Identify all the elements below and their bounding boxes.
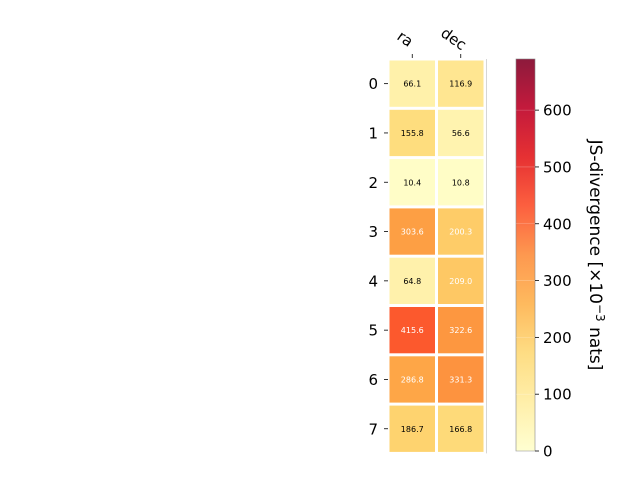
cell-value-label: 415.6 [401, 326, 424, 335]
colorbar-ticks: 0 100 200 300 400 500 600 [516, 102, 572, 461]
cell-value-label: 10.8 [452, 178, 470, 187]
heatmap-cell [438, 307, 484, 354]
cell-value-label: 331.3 [449, 375, 472, 384]
cell-value-label: 200.3 [449, 228, 472, 237]
cell-value-label: 56.6 [452, 129, 470, 138]
colorbar-tick-label: 500 [543, 158, 572, 176]
heatmap-cell [389, 405, 435, 452]
row-label: 6 [368, 371, 378, 389]
cell-value-label: 64.8 [403, 277, 421, 286]
colorbar-bar [515, 58, 536, 452]
colorbar: 0 100 200 300 400 500 600 JS-divergence [×10−3… [515, 58, 607, 461]
heatmap-cell [438, 356, 484, 403]
colorbar-tick-label: 0 [543, 443, 553, 461]
heatmap-cell [389, 257, 435, 304]
colorbar-tick-label: 200 [543, 329, 572, 347]
cell-value-label: 322.6 [449, 326, 472, 335]
colorbar-tick-label: 600 [543, 102, 572, 120]
row-label: 2 [368, 174, 378, 192]
heatmap-cell [389, 60, 435, 107]
heatmap-cell [389, 208, 435, 255]
cell-value-label: 166.8 [449, 425, 472, 434]
colorbar-label: JS-divergence [×10−3 nats] [585, 139, 607, 371]
heatmap-cell [438, 208, 484, 255]
heatmap-grid: ra dec 0 1 2 3 4 5 6 7 66.1 116.9 155.8 56.6 10.4 10.8 3… [368, 24, 487, 454]
row-label: 0 [368, 75, 378, 93]
cell-value-label: 10.4 [403, 178, 421, 187]
heatmap-cell [389, 356, 435, 403]
colorbar-tick-label: 100 [543, 386, 572, 404]
cell-value-label: 116.9 [449, 80, 472, 89]
colorbar-tick-label: 300 [543, 272, 572, 290]
row-label: 5 [368, 322, 378, 340]
heatmap-cell [438, 405, 484, 452]
cell-value-label: 303.6 [401, 228, 424, 237]
cell-value-label: 66.1 [403, 80, 421, 89]
row-label: 3 [368, 223, 378, 241]
heatmap-cell [389, 109, 435, 157]
row-label: 1 [368, 124, 378, 142]
cell-value-label: 155.8 [401, 129, 424, 138]
column-label: ra [394, 27, 417, 51]
row-label: 7 [368, 420, 378, 438]
cell-value-label: 186.7 [401, 425, 424, 434]
heatmap-cell [438, 257, 484, 304]
heatmap-cell [389, 307, 435, 354]
colorbar-tick-label: 400 [543, 215, 572, 233]
column-label: dec [437, 24, 469, 54]
cell-value-label: 286.8 [401, 375, 424, 384]
heatmap-cell [438, 60, 484, 107]
row-label: 4 [368, 272, 378, 290]
heatmap-cell [438, 159, 484, 206]
cell-value-label: 209.0 [449, 277, 472, 286]
heatmap-cell [438, 109, 484, 157]
heatmap-cell [389, 159, 435, 206]
